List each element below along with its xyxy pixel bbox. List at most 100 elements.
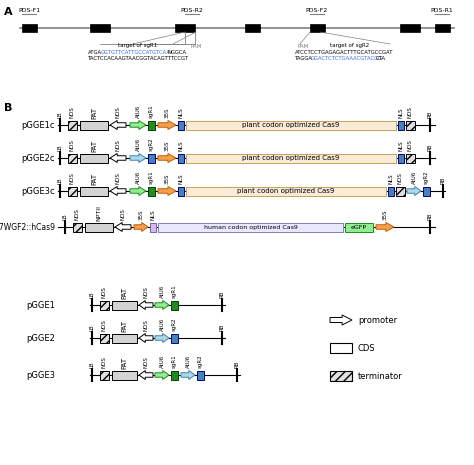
Text: RB: RB bbox=[235, 361, 239, 368]
Text: eGFP: eGFP bbox=[351, 225, 367, 230]
Text: target of sgR2: target of sgR2 bbox=[330, 44, 370, 48]
Text: NOS: NOS bbox=[101, 319, 107, 331]
Polygon shape bbox=[376, 222, 394, 232]
Bar bbox=[90, 24, 110, 32]
Text: PAM: PAM bbox=[298, 44, 309, 48]
Text: human codon optimized Cas9: human codon optimized Cas9 bbox=[203, 225, 298, 230]
Text: PAT: PAT bbox=[121, 287, 127, 299]
Text: LB: LB bbox=[57, 177, 63, 184]
Bar bbox=[22, 24, 37, 32]
Bar bbox=[68, 120, 77, 129]
Bar bbox=[80, 153, 108, 162]
Bar bbox=[73, 222, 82, 232]
Polygon shape bbox=[110, 120, 126, 129]
Bar bbox=[100, 300, 109, 310]
Text: CDS: CDS bbox=[358, 344, 375, 352]
Polygon shape bbox=[407, 186, 421, 195]
Text: NOS: NOS bbox=[408, 139, 412, 151]
Polygon shape bbox=[130, 186, 146, 195]
Polygon shape bbox=[158, 120, 176, 129]
Bar bbox=[245, 24, 260, 32]
Bar bbox=[398, 120, 404, 129]
Text: B: B bbox=[4, 103, 12, 113]
Text: TAGGA: TAGGA bbox=[295, 57, 313, 61]
Text: AtU6: AtU6 bbox=[159, 318, 164, 331]
Text: AtU6: AtU6 bbox=[136, 171, 140, 184]
Text: LB: LB bbox=[90, 325, 94, 331]
Text: target of sgR1: target of sgR1 bbox=[118, 44, 158, 48]
Text: LB: LB bbox=[57, 144, 63, 151]
Bar bbox=[175, 24, 195, 32]
Text: NOS: NOS bbox=[144, 356, 148, 368]
Text: NOS: NOS bbox=[116, 106, 120, 118]
Bar bbox=[80, 120, 108, 129]
Text: 35S: 35S bbox=[164, 140, 170, 151]
Bar bbox=[186, 153, 396, 162]
Bar bbox=[100, 333, 109, 343]
Text: NOS: NOS bbox=[101, 286, 107, 298]
Text: AtU6: AtU6 bbox=[185, 355, 191, 368]
Bar bbox=[171, 371, 178, 379]
Text: LB: LB bbox=[63, 213, 67, 220]
Text: AtU6: AtU6 bbox=[136, 138, 140, 151]
Bar bbox=[435, 24, 450, 32]
Polygon shape bbox=[115, 222, 131, 232]
Text: pGGE2c: pGGE2c bbox=[21, 153, 55, 162]
Bar bbox=[148, 120, 155, 129]
Text: sgR2: sgR2 bbox=[172, 318, 176, 331]
Text: plant codon optimized Cas9: plant codon optimized Cas9 bbox=[237, 188, 335, 194]
Text: NLS: NLS bbox=[399, 107, 403, 118]
Text: NPTII: NPTII bbox=[97, 205, 101, 221]
Text: ATGA: ATGA bbox=[88, 49, 102, 54]
Text: pK7WGF2::hCas9: pK7WGF2::hCas9 bbox=[0, 222, 55, 232]
Text: NOS: NOS bbox=[144, 319, 148, 331]
Polygon shape bbox=[110, 153, 126, 162]
Bar bbox=[171, 300, 178, 310]
Text: pGGE2: pGGE2 bbox=[26, 333, 55, 343]
Bar bbox=[112, 300, 137, 310]
Text: ATCCTCCTGAGAGACTTTGCATGCCGAT: ATCCTCCTGAGAGACTTTGCATGCCGAT bbox=[295, 49, 393, 54]
Bar bbox=[186, 120, 396, 129]
Bar bbox=[388, 186, 394, 195]
Text: NLS: NLS bbox=[151, 209, 155, 220]
Text: PAT: PAT bbox=[121, 357, 127, 369]
Text: sgR2: sgR2 bbox=[423, 170, 428, 184]
Text: NOS: NOS bbox=[101, 356, 107, 368]
Polygon shape bbox=[139, 300, 153, 310]
Polygon shape bbox=[130, 153, 146, 162]
Text: NLS: NLS bbox=[179, 140, 183, 151]
Text: PAT: PAT bbox=[91, 107, 97, 119]
Text: NLS: NLS bbox=[179, 107, 183, 118]
Text: sgR1: sgR1 bbox=[148, 170, 154, 184]
Text: NOS: NOS bbox=[74, 208, 80, 220]
Bar bbox=[400, 24, 420, 32]
Text: NGGCA: NGGCA bbox=[168, 49, 187, 54]
Text: NLS: NLS bbox=[179, 173, 183, 184]
Text: 35S: 35S bbox=[164, 173, 170, 184]
Bar bbox=[345, 222, 373, 232]
Text: 35S: 35S bbox=[383, 210, 388, 220]
Text: PAT: PAT bbox=[91, 173, 97, 185]
Bar bbox=[80, 186, 108, 195]
Text: RB: RB bbox=[440, 177, 446, 184]
Text: NOS: NOS bbox=[70, 172, 74, 184]
Bar bbox=[406, 120, 415, 129]
Polygon shape bbox=[155, 333, 169, 343]
Text: TACTCCACAAGTAACGGTACAGTTTCCGT: TACTCCACAAGTAACGGTACAGTTTCCGT bbox=[88, 57, 189, 61]
Text: NOS: NOS bbox=[408, 106, 412, 118]
Polygon shape bbox=[158, 153, 176, 162]
Text: NOS: NOS bbox=[116, 139, 120, 151]
Bar bbox=[178, 120, 184, 129]
Text: NOS: NOS bbox=[116, 172, 120, 184]
Text: CTA: CTA bbox=[376, 57, 386, 61]
Text: pGGE3: pGGE3 bbox=[26, 371, 55, 379]
Text: NOS: NOS bbox=[70, 139, 74, 151]
Text: GGACTCTCTGAAACGTACGG: GGACTCTCTGAAACGTACGG bbox=[311, 57, 383, 61]
Text: PAM: PAM bbox=[191, 44, 201, 48]
Polygon shape bbox=[155, 300, 169, 310]
Text: AtU6: AtU6 bbox=[159, 285, 164, 298]
Bar bbox=[68, 153, 77, 162]
Text: LB: LB bbox=[57, 112, 63, 118]
Text: sgR1: sgR1 bbox=[172, 285, 176, 298]
Bar bbox=[330, 343, 352, 353]
